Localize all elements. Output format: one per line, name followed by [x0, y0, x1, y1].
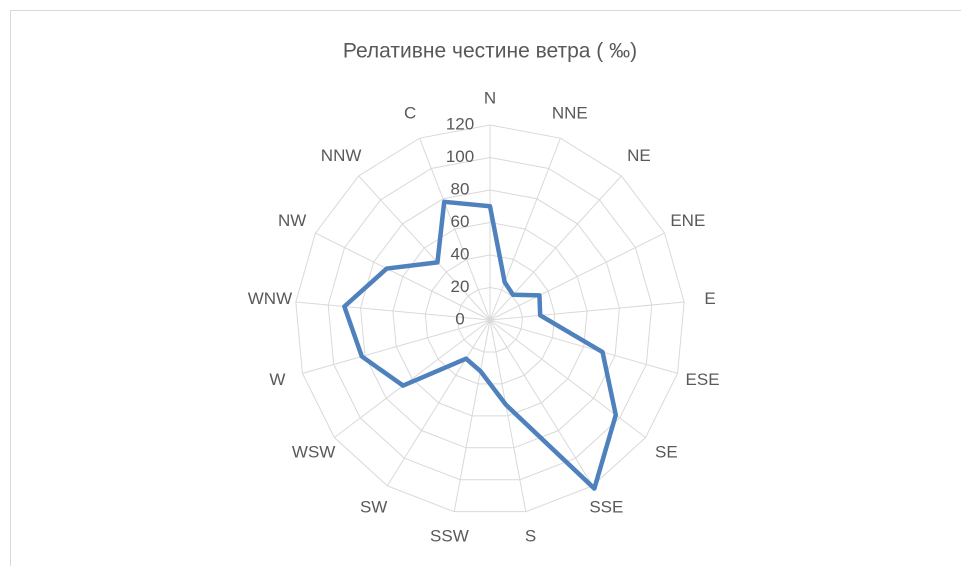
- category-label: NNE: [552, 103, 588, 122]
- category-label: W: [269, 370, 285, 389]
- r-tick-label: 60: [451, 212, 470, 231]
- r-tick-label: 0: [455, 309, 464, 328]
- category-label: ENE: [670, 211, 705, 230]
- category-label: NW: [278, 211, 306, 230]
- category-label: WNW: [248, 289, 292, 308]
- category-label: SSW: [430, 527, 469, 546]
- category-label: SSE: [589, 497, 623, 516]
- r-tick-label: 100: [446, 147, 474, 166]
- r-tick-label: 120: [446, 114, 474, 133]
- category-label: WSW: [292, 443, 335, 462]
- r-tick-label: 20: [451, 277, 470, 296]
- category-label: SW: [360, 497, 387, 516]
- category-label: NE: [627, 146, 651, 165]
- category-label: SE: [655, 443, 678, 462]
- chart-title: Релативне честине ветра ( ‰): [343, 40, 637, 63]
- category-label: C: [404, 103, 416, 122]
- category-label: S: [525, 527, 536, 546]
- r-tick-label: 80: [451, 179, 470, 198]
- category-label: E: [704, 289, 715, 308]
- r-tick-label: 40: [451, 244, 470, 263]
- category-label: NNW: [321, 146, 362, 165]
- category-label: N: [484, 88, 496, 107]
- category-label: ESE: [686, 370, 720, 389]
